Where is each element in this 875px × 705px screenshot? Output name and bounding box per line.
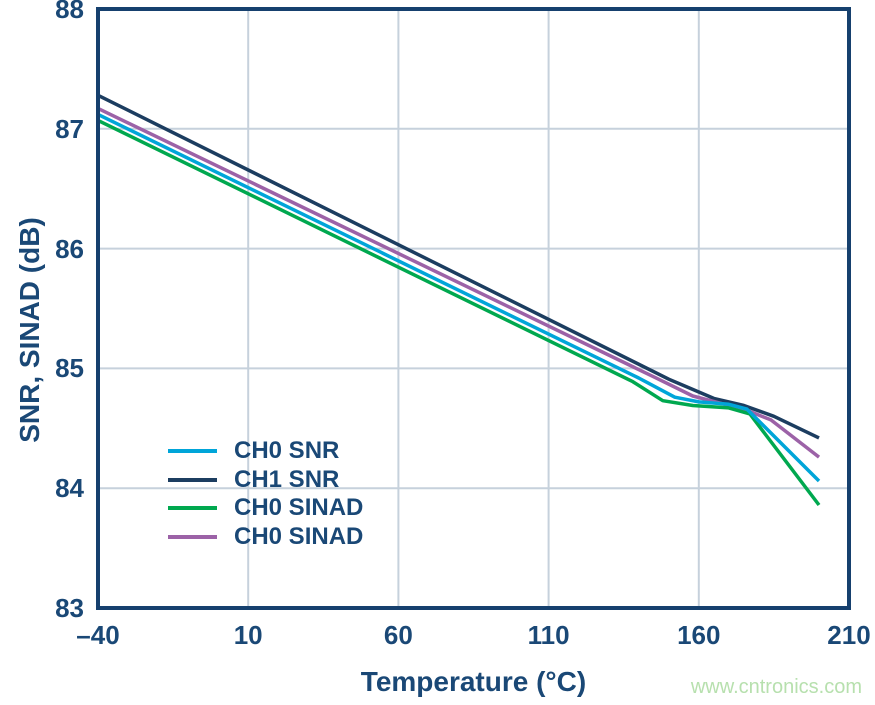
legend-label: CH0 SINAD xyxy=(234,494,364,522)
series-line-3 xyxy=(97,106,821,459)
x-tick-label-160: 160 xyxy=(677,620,721,650)
y-tick-label-87: 87 xyxy=(55,113,84,144)
x-tick-label-10: 10 xyxy=(233,620,263,650)
x-tick-label-60: 60 xyxy=(383,620,413,650)
y-tick-label-85: 85 xyxy=(55,353,84,384)
x-axis-title: Temperature (°C) xyxy=(360,666,587,697)
legend-label: CH0 SINAD xyxy=(234,523,364,551)
watermark-text: www.cntronics.com xyxy=(690,676,862,698)
legend: CH0 SNR CH1 SNR CH0 SINAD CH0 SINAD xyxy=(168,437,363,551)
plot-area xyxy=(96,7,851,610)
y-tick-label-83: 83 xyxy=(55,593,84,623)
legend-label: CH0 SNR xyxy=(234,437,340,465)
legend-label: CH1 SNR xyxy=(234,465,340,493)
legend-swatch-ch0-sinad-purple xyxy=(168,535,217,540)
legend-item-ch0-sinad-purple: CH0 SINAD xyxy=(168,523,363,552)
legend-item-ch0-snr: CH0 SNR xyxy=(168,437,363,466)
x-tick-label-110: 110 xyxy=(527,620,570,650)
y-tick-label-88: 88 xyxy=(55,0,84,24)
y-tick-label-84: 84 xyxy=(55,473,84,504)
y-tick-label-86: 86 xyxy=(55,233,84,264)
x-tick-label--40: –40 xyxy=(76,620,120,650)
plot-border xyxy=(96,7,851,610)
legend-item-ch0-sinad-green: CH0 SINAD xyxy=(168,494,363,523)
legend-swatch-ch0-sinad-green xyxy=(168,506,217,511)
series-line-1 xyxy=(97,93,820,440)
series-line-0 xyxy=(97,112,821,483)
chart-canvas xyxy=(96,7,851,610)
legend-item-ch1-snr: CH1 SNR xyxy=(168,466,363,495)
legend-swatch-ch1-snr xyxy=(168,477,217,482)
legend-swatch-ch0-snr xyxy=(168,449,217,454)
x-tick-label-210: 210 xyxy=(827,620,871,650)
